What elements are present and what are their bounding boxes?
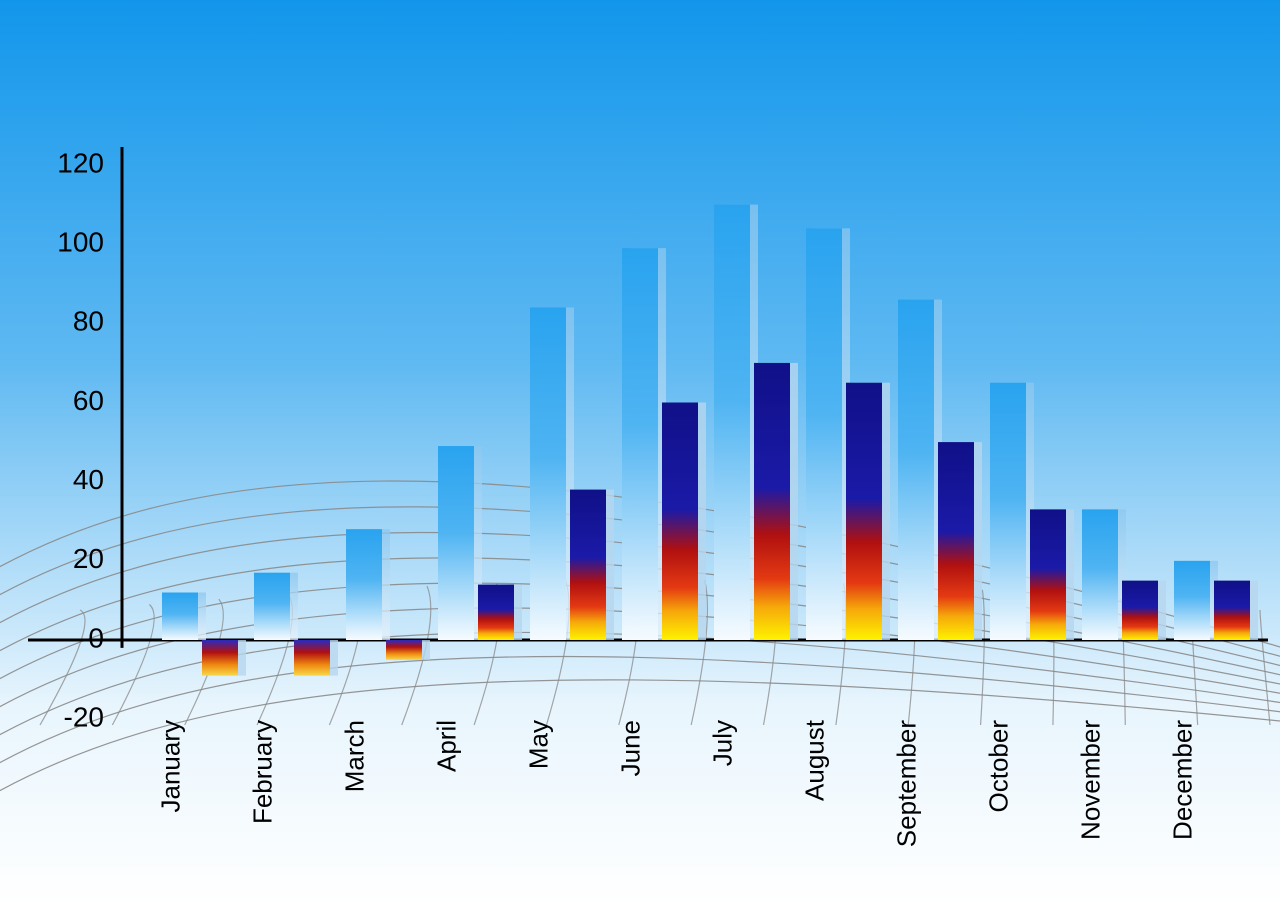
- y-tick-label: 100: [57, 227, 104, 258]
- x-category-label: March: [340, 720, 370, 792]
- bar-primary: [1082, 509, 1118, 640]
- bar-secondary: [478, 585, 514, 640]
- bar-primary: [1174, 561, 1210, 640]
- x-category-label: November: [1076, 720, 1106, 840]
- bar-secondary: [662, 403, 698, 641]
- x-category-label: September: [892, 720, 922, 848]
- bar-secondary: [1214, 581, 1250, 640]
- x-category-label: August: [800, 719, 830, 801]
- bar-secondary: [202, 640, 238, 676]
- bar-primary: [898, 300, 934, 640]
- x-category-label: April: [432, 720, 462, 772]
- x-category-label: October: [984, 720, 1014, 813]
- bar-primary: [806, 228, 842, 640]
- bar-secondary: [294, 640, 330, 676]
- x-category-label: June: [616, 720, 646, 776]
- bar-secondary: [754, 363, 790, 640]
- bar-primary: [254, 573, 290, 640]
- bar-secondary: [386, 640, 422, 660]
- y-tick-label: 40: [73, 464, 104, 495]
- y-tick-label: 20: [73, 543, 104, 574]
- bar-primary: [990, 383, 1026, 640]
- monthly-bar-chart: -20 0 20 40 60 80 100 120 January February March A…: [0, 0, 1280, 905]
- x-category-label: May: [524, 720, 554, 769]
- bar-primary: [530, 308, 566, 641]
- bar-secondary: [846, 383, 882, 640]
- x-category-label: January: [156, 720, 186, 813]
- y-tick-label: 60: [73, 385, 104, 416]
- y-tick-label: 0: [88, 622, 104, 653]
- bar-primary: [162, 593, 198, 641]
- chart-svg: -20 0 20 40 60 80 100 120 January February March A…: [0, 0, 1280, 905]
- bar-primary: [438, 446, 474, 640]
- bar-secondary: [938, 442, 974, 640]
- bar-primary: [346, 529, 382, 640]
- bar-primary: [622, 248, 658, 640]
- bar-secondary: [1122, 581, 1158, 640]
- bar-secondary: [1030, 509, 1066, 640]
- y-tick-label: -20: [64, 702, 104, 733]
- x-category-label: July: [708, 720, 738, 766]
- y-tick-label: 80: [73, 306, 104, 337]
- bar-secondary: [570, 490, 606, 640]
- x-category-label: December: [1168, 720, 1198, 840]
- x-category-label: February: [248, 720, 278, 824]
- bar-primary: [714, 205, 750, 640]
- y-tick-label: 120: [57, 147, 104, 178]
